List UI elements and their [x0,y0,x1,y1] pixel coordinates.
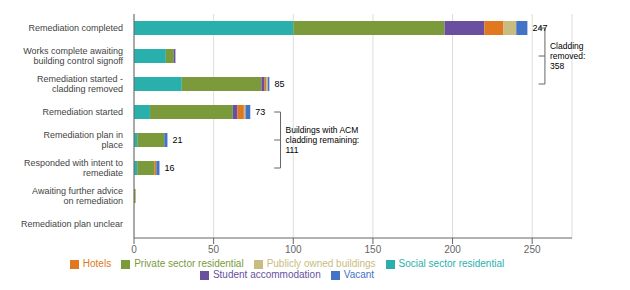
html-text:Private sector residential: Private sector residential [134,258,244,269]
svg-text:100: 100 [285,244,302,255]
svg-text:250: 250 [524,244,541,255]
svg-text:Claddingremoved:358: Claddingremoved:358 [550,41,585,71]
html-text:Publicly owned buildings: Publicly owned buildings [266,258,376,269]
svg-text:Remediation started -cladding: Remediation started -cladding removed [37,74,123,94]
svg-text:Responded with intent toremedi: Responded with intent toremediate [24,158,123,178]
svg-text:50: 50 [208,244,220,255]
svg-text:200: 200 [444,244,461,255]
svg-text:Buildings with ACMcladding rem: Buildings with ACMcladding remaining:111 [286,125,360,155]
html-text:Social sector residential: Social sector residential [398,258,505,269]
svg-text:Remediation plan unclear: Remediation plan unclear [21,219,123,229]
svg-text:Remediation plan inplace: Remediation plan inplace [43,130,123,150]
html-text:Student accommodation: Student accommodation [212,269,321,280]
svg-text:85: 85 [274,79,284,89]
svg-text:Remediation started: Remediation started [42,107,123,117]
svg-text:21: 21 [172,135,182,145]
html-text:Hotels: Hotels [82,258,112,269]
svg-text:150: 150 [365,244,382,255]
svg-text:247: 247 [532,23,547,33]
svg-text:Works complete awaitingbuildin: Works complete awaitingbuilding control … [23,46,123,66]
svg-text:16: 16 [164,163,174,173]
svg-text:Remediation completed: Remediation completed [28,23,123,33]
svg-text:73: 73 [255,107,265,117]
svg-text:Awaiting further adviceon reme: Awaiting further adviceon remediation [32,186,123,206]
html-text:Vacant: Vacant [343,269,375,280]
svg-text:0: 0 [131,244,137,255]
